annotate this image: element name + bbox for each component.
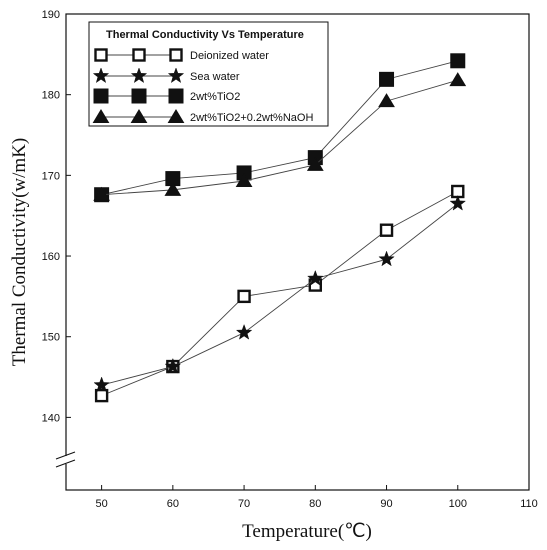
x-tick-label: 90 xyxy=(380,498,392,510)
legend-marker xyxy=(132,48,146,62)
y-tick-label: 160 xyxy=(42,251,60,263)
data-point xyxy=(164,357,182,374)
series-2 xyxy=(93,194,467,393)
legend-marker xyxy=(130,67,148,84)
legend-marker xyxy=(92,109,110,123)
axis-break-mark xyxy=(55,459,76,468)
data-point xyxy=(379,223,394,237)
legend-box xyxy=(88,21,329,127)
series-line xyxy=(101,79,458,196)
data-point xyxy=(164,181,182,196)
data-point xyxy=(235,323,253,340)
axis-break-mark xyxy=(55,451,76,460)
data-point xyxy=(378,93,395,108)
data-point xyxy=(235,173,253,188)
data-point xyxy=(450,53,466,69)
legend-marker xyxy=(131,88,147,104)
x-tick-label: 110 xyxy=(520,498,538,510)
series-4 xyxy=(93,72,467,201)
legend-entry: 2wt%TiO2 xyxy=(93,88,240,104)
legend-label: 2wt%TiO2+0.2wt%NaOH xyxy=(190,112,313,124)
data-point xyxy=(94,388,109,403)
legend-marker xyxy=(169,48,183,62)
ticks: 50 60 70 80 90 100 110 140 150 160 170 180 190 xyxy=(42,9,538,510)
legend-marker xyxy=(94,48,108,62)
axis-break-gap xyxy=(57,456,75,464)
series-line xyxy=(101,60,458,196)
legend-marker xyxy=(167,67,185,84)
legend-entry: 2wt%TiO2+0.2wt%NaOH xyxy=(92,109,313,124)
legend-marker xyxy=(93,88,109,104)
y-tick-label: 170 xyxy=(42,170,60,182)
x-tick-label: 70 xyxy=(238,498,250,510)
legend-marker xyxy=(168,88,184,104)
y-tick-label: 180 xyxy=(42,90,60,102)
legend-label: Deionized water xyxy=(190,50,269,62)
y-axis-title: Thermal Conductivity(w/mK) xyxy=(9,138,30,366)
legend-marker xyxy=(167,109,185,123)
legend-label: 2wt%TiO2 xyxy=(190,91,240,103)
x-tick-label: 100 xyxy=(449,498,467,510)
data-point xyxy=(93,186,110,201)
series-1 xyxy=(94,184,465,403)
data-point xyxy=(379,71,395,87)
legend-entry: Sea water xyxy=(92,67,240,84)
data-point xyxy=(237,289,251,304)
series-layer xyxy=(93,53,467,403)
legend-entry: Deionized water xyxy=(94,48,269,62)
series-line xyxy=(101,191,458,397)
data-point xyxy=(449,72,467,87)
x-tick-label: 60 xyxy=(167,498,179,510)
legend-marker xyxy=(130,109,148,123)
legend-title: Thermal Conductivity Vs Temperature xyxy=(106,29,304,41)
data-point xyxy=(307,269,324,286)
axis-break xyxy=(55,451,76,468)
legend-marker xyxy=(92,67,110,84)
data-point xyxy=(449,194,467,211)
series-line xyxy=(101,203,459,386)
data-point xyxy=(378,250,395,267)
legend-label: Sea water xyxy=(190,71,240,83)
legend: Thermal Conductivity Vs Temperature Deion… xyxy=(88,21,329,127)
x-tick-label: 50 xyxy=(95,498,107,510)
x-axis-title: Temperature(℃) xyxy=(242,521,372,542)
y-tick-label: 150 xyxy=(42,332,60,344)
data-point xyxy=(93,376,110,393)
y-tick-label: 190 xyxy=(42,9,60,21)
x-tick-label: 80 xyxy=(309,498,321,510)
y-tick-label: 140 xyxy=(42,412,60,424)
data-point xyxy=(306,156,324,171)
